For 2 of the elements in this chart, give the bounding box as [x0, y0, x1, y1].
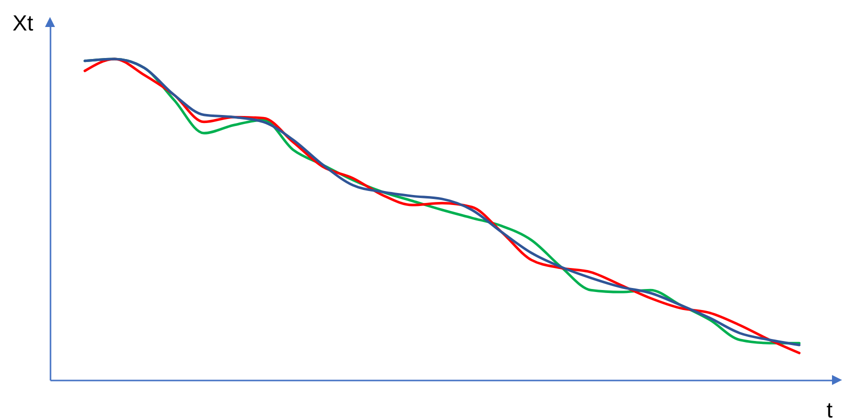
y-axis-title: Xt	[12, 10, 34, 36]
x-axis-title: t	[826, 398, 833, 420]
